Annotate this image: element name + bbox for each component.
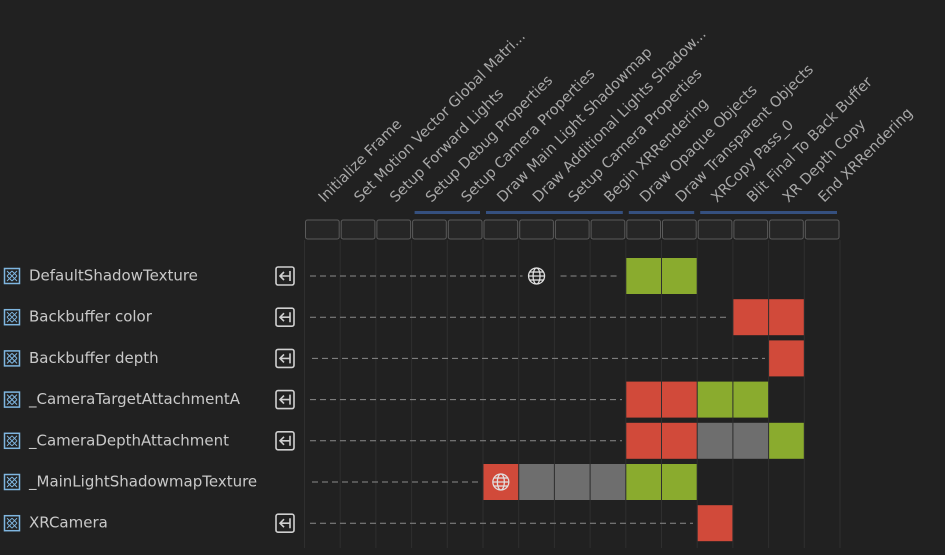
- access-cell: [662, 464, 697, 500]
- texture-icon-frame: [3, 267, 21, 285]
- texture-icon-frame: [3, 473, 21, 491]
- texture-icon-frame: [3, 391, 21, 408]
- resource-name: _CameraTargetAttachmentA: [28, 390, 241, 409]
- texture-icon-pattern: [6, 517, 18, 529]
- import-icon-arrow: [278, 435, 291, 446]
- globe-icon: [492, 473, 510, 491]
- access-cell: [697, 422, 733, 459]
- access-cell: [626, 422, 661, 459]
- resource-name: _CameraDepthAttachment: [28, 431, 229, 450]
- texture-icon: [3, 308, 21, 326]
- texture-icon-pattern: [6, 311, 18, 323]
- access-cell: [626, 381, 661, 418]
- texture-icon: [3, 473, 21, 491]
- import-icon-frame: [275, 348, 295, 369]
- resource-name: Backbuffer color: [29, 308, 153, 326]
- resource-name: _MainLightShadowmapTexture: [28, 473, 257, 492]
- import-icon: [275, 513, 295, 534]
- access-cell: [590, 464, 626, 500]
- import-icon-arrow: [278, 271, 291, 281]
- pass-group-bar: [414, 211, 480, 214]
- access-cell: [769, 299, 804, 336]
- texture-icon-pattern: [6, 476, 18, 488]
- texture-icon-frame: [3, 432, 21, 450]
- access-cell: [697, 505, 733, 542]
- texture-icon-pattern: [6, 435, 18, 447]
- access-cell: [733, 299, 769, 336]
- pass-group-bar: [700, 211, 837, 214]
- texture-icon: [3, 391, 21, 408]
- access-cell: [662, 258, 697, 294]
- import-icon-frame: [275, 266, 295, 286]
- texture-icon-pattern: [6, 394, 18, 405]
- pass-header-box: [662, 219, 697, 240]
- texture-icon-pattern: [6, 270, 18, 282]
- access-cell: [519, 464, 554, 500]
- texture-icon: [3, 350, 21, 367]
- pass-group-bar: [486, 211, 623, 214]
- access-cell: [769, 340, 804, 377]
- texture-icon-pattern: [6, 353, 18, 364]
- import-icon: [275, 348, 295, 369]
- import-icon: [275, 389, 295, 410]
- import-icon-arrow: [278, 518, 291, 529]
- texture-icon-frame: [3, 514, 21, 532]
- resource-name: XRCamera: [29, 514, 108, 532]
- resource-name: Backbuffer depth: [29, 349, 159, 367]
- access-cell: [662, 422, 697, 459]
- import-icon-arrow: [278, 312, 291, 323]
- import-icon-arrow: [278, 353, 291, 364]
- resource-name: DefaultShadowTexture: [29, 267, 198, 285]
- pass-header-box: [626, 219, 661, 240]
- pass-header-box: [733, 219, 769, 240]
- pass-header-box: [590, 219, 626, 240]
- texture-icon: [3, 267, 21, 285]
- access-cell: [626, 464, 661, 500]
- pass-header-box: [554, 219, 590, 240]
- pass-header-box: [697, 219, 733, 240]
- import-icon-frame: [275, 513, 295, 534]
- import-icon-arrow: [278, 394, 291, 405]
- import-icon-frame: [275, 430, 295, 451]
- texture-icon: [3, 432, 21, 450]
- import-icon-frame: [275, 389, 295, 410]
- texture-icon: [3, 514, 21, 532]
- import-icon-frame: [275, 307, 295, 328]
- access-cell: [733, 422, 769, 459]
- pass-header-box: [483, 219, 519, 240]
- pass-header-box: [412, 219, 447, 240]
- pass-header-box: [447, 219, 483, 240]
- texture-icon-frame: [3, 350, 21, 367]
- pass-group-bar: [628, 211, 695, 214]
- pass-header-box: [340, 219, 376, 240]
- access-cell: [697, 381, 733, 418]
- access-cell: [626, 258, 661, 294]
- pass-header-box: [519, 219, 554, 240]
- pass-header-box: [305, 219, 340, 240]
- import-icon: [275, 430, 295, 451]
- access-cell: [733, 381, 769, 418]
- access-cell: [554, 464, 590, 500]
- import-icon: [275, 307, 295, 328]
- globe-icon: [527, 267, 546, 285]
- texture-icon-frame: [3, 308, 21, 326]
- pass-header-box: [769, 219, 804, 240]
- pass-header-box: [804, 219, 840, 240]
- import-icon: [275, 266, 295, 286]
- access-cell: [769, 422, 804, 459]
- pass-header-box: [376, 219, 412, 240]
- access-cell: [662, 381, 697, 418]
